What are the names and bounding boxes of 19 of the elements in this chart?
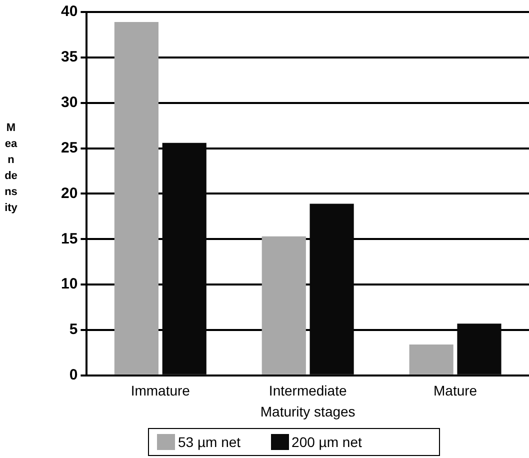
bar [262, 236, 306, 374]
y-tick-label: 35 [60, 48, 78, 66]
y-tick-label: 10 [60, 276, 78, 293]
bar [409, 344, 454, 374]
legend-label: 200 µm net [292, 434, 362, 450]
x-tick-label: Intermediate [268, 382, 347, 399]
x-axis-title: Maturity stages [260, 403, 356, 420]
y-tick-label: 5 [69, 321, 78, 338]
y-tick-label: 30 [60, 94, 78, 111]
y-tick-label: 20 [60, 184, 78, 202]
y-tick-label: 0 [69, 366, 78, 384]
y-tick-label: 15 [60, 230, 78, 248]
y-axis-title: Mean density [4, 121, 18, 216]
x-tick-label: Immature [130, 382, 190, 399]
y-tick-label: 40 [60, 3, 78, 20]
x-tick-label: Mature [433, 382, 478, 399]
legend-label: 53 µm net [178, 434, 241, 450]
y-tick-label: 25 [60, 139, 78, 156]
bar [114, 22, 158, 374]
